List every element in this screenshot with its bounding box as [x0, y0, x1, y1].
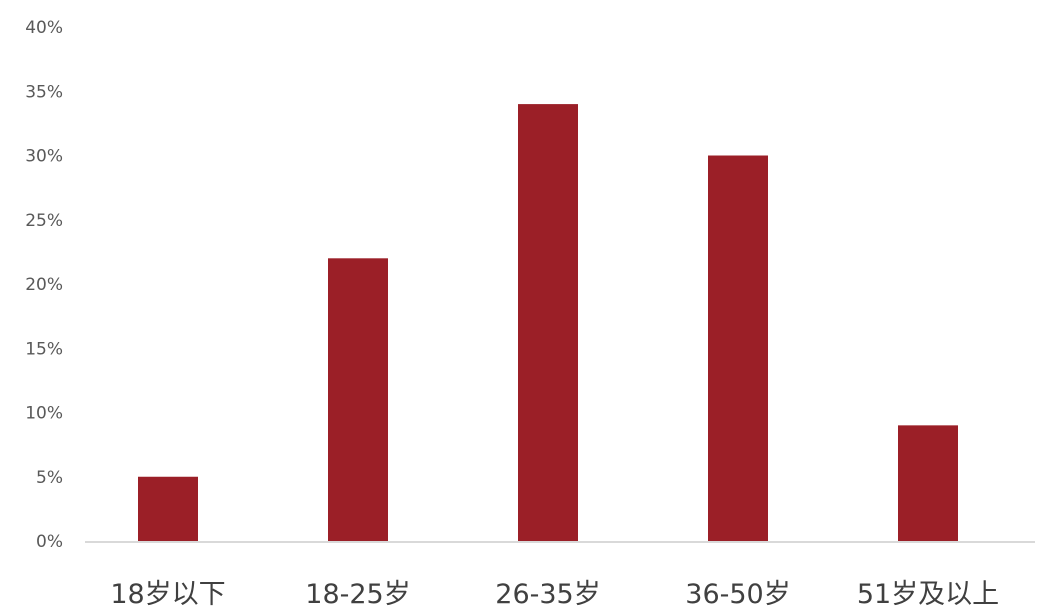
x-tick-label: 36-50岁: [685, 579, 790, 607]
x-tick-label: 26-35岁: [495, 579, 600, 607]
x-tick-label: 18岁以下: [110, 579, 225, 607]
bar: [328, 258, 388, 541]
y-tick-label: 25%: [25, 211, 63, 231]
bar: [518, 104, 578, 541]
x-tick-label: 51岁及以上: [857, 579, 999, 607]
y-tick-label: 35%: [25, 82, 63, 102]
x-tick-label: 18-25岁: [305, 579, 410, 607]
y-tick-label: 40%: [25, 18, 63, 38]
bar: [138, 476, 198, 541]
y-tick-label: 20%: [25, 275, 63, 295]
bar: [898, 425, 958, 541]
y-tick-label: 10%: [25, 404, 63, 424]
y-tick-label: 15%: [25, 339, 63, 359]
x-axis: 18岁以下 18-25岁 26-35岁 36-50岁 51岁及以上: [110, 579, 999, 607]
y-tick-label: 30%: [25, 147, 63, 167]
y-tick-label: 0%: [36, 532, 63, 552]
bars: [138, 104, 958, 541]
y-axis: 0% 5% 10% 15% 20% 25% 30% 35% 40%: [25, 18, 63, 552]
bar: [708, 155, 768, 541]
y-tick-label: 5%: [36, 468, 63, 488]
